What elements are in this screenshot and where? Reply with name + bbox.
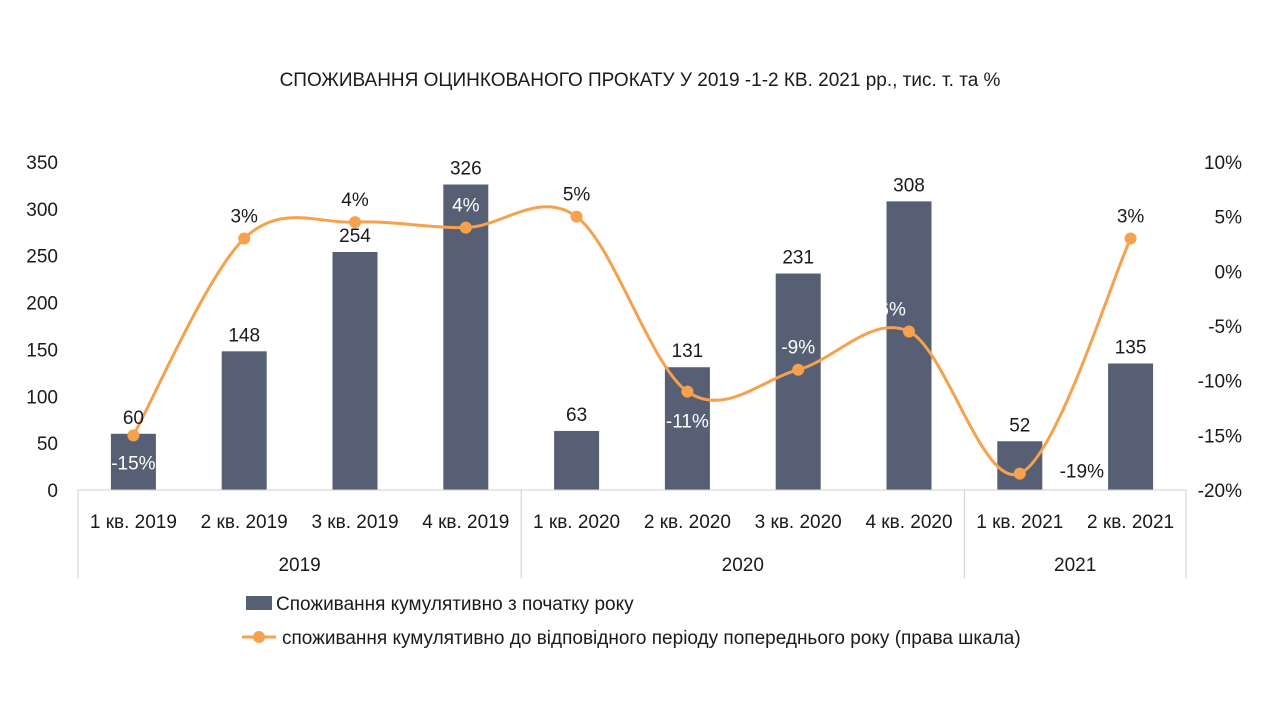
line-value-label: -9% [781,338,815,359]
group-label: 2020 [722,555,764,576]
left-y-axis: 0 50 100 150 200 250 300 350 [26,153,58,502]
right-tick-label: -15% [1198,426,1242,447]
line-point [1124,232,1137,245]
bar [332,251,378,490]
line-value-label: 3% [1117,207,1145,228]
line-value-label: 3% [230,207,258,228]
group-label: 2019 [278,555,320,576]
bar [554,430,600,490]
category-label: 4 кв. 2019 [422,512,509,533]
category-label: 3 кв. 2020 [755,512,842,533]
line-point [903,325,915,338]
left-tick-label: 250 [26,247,58,268]
bar-value-label: 131 [672,341,704,362]
legend-bar-label: Споживання кумулятивно з початку року [276,594,634,615]
bar-value-label: 63 [566,405,587,426]
bar-value-label: 308 [893,175,925,196]
category-label: 4 кв. 2020 [865,512,952,533]
bar-value-label: 52 [1009,415,1030,436]
left-tick-label: 100 [26,387,58,408]
legend: Споживання кумулятивно з початку року спо… [242,594,1021,649]
left-tick-label: 0 [47,481,58,502]
left-tick-label: 200 [26,294,58,315]
right-tick-label: 10% [1204,153,1242,174]
legend-line-label: споживання кумулятивно до відповідного п… [282,628,1021,649]
line-value-label: 4% [452,196,480,217]
bar-value-label: 148 [228,325,260,346]
group-label: 2021 [1054,555,1096,576]
line-value-label: 4% [341,190,369,211]
bar [775,273,821,490]
bar-value-label: 231 [782,248,814,269]
bar-value-label: 60 [123,408,144,429]
line-value-label: 5% [563,185,591,206]
line-point [238,232,251,245]
category-label: 1 кв. 2021 [976,512,1063,533]
line-point [681,385,694,398]
bar-series [110,184,1154,491]
left-tick-label: 350 [26,153,58,174]
line-point [349,216,361,229]
line-point [570,210,583,223]
category-label: 1 кв. 2019 [90,512,177,533]
legend-bar-swatch [246,596,272,610]
x-axis: 1 кв. 2019 2 кв. 2019 3 кв. 2019 4 кв. 2019… [77,489,1187,578]
bar [997,441,1043,490]
category-label: 2 кв. 2020 [644,512,731,533]
right-tick-label: 0% [1215,262,1243,283]
line-series [127,205,1137,480]
right-tick-label: -10% [1198,372,1242,393]
bar-value-label: 254 [339,226,371,247]
left-tick-label: 300 [26,200,58,221]
line-path [132,205,1132,477]
category-label: 2 кв. 2021 [1087,512,1174,533]
chart-title: СПОЖИВАННЯ ОЦИНКОВАНОГО ПРОКАТУ У 2019 -… [280,70,1001,91]
right-tick-label: 5% [1215,208,1243,229]
bar-value-label: 135 [1115,337,1147,358]
line-value-label: -15% [111,453,155,474]
left-tick-label: 150 [26,340,58,361]
bar [443,184,489,490]
bar [1108,363,1154,490]
line-value-label: -19% [1060,462,1104,483]
bar [221,351,267,490]
category-label: 3 кв. 2019 [311,512,398,533]
line-value-label: -6% [872,299,906,320]
line-point [792,363,805,376]
line-point [127,429,140,442]
bar-value-label: 326 [450,158,482,179]
left-tick-label: 50 [37,434,58,455]
category-label: 2 кв. 2019 [201,512,288,533]
legend-line-marker [253,631,265,643]
right-tick-label: -5% [1208,317,1242,338]
data-labels: 60 148 254 326 63 131 231 308 52 135 -15% 3% 4% 4% 5% -… [111,158,1146,482]
right-tick-label: -20% [1198,481,1242,502]
right-y-axis: -20% -15% -10% -5% 0% 5% 10% [1198,153,1242,502]
line-value-label: -11% [666,412,709,433]
line-point [1013,467,1026,480]
bar [110,433,156,490]
line-point [459,221,472,234]
category-label: 1 кв. 2020 [533,512,620,533]
